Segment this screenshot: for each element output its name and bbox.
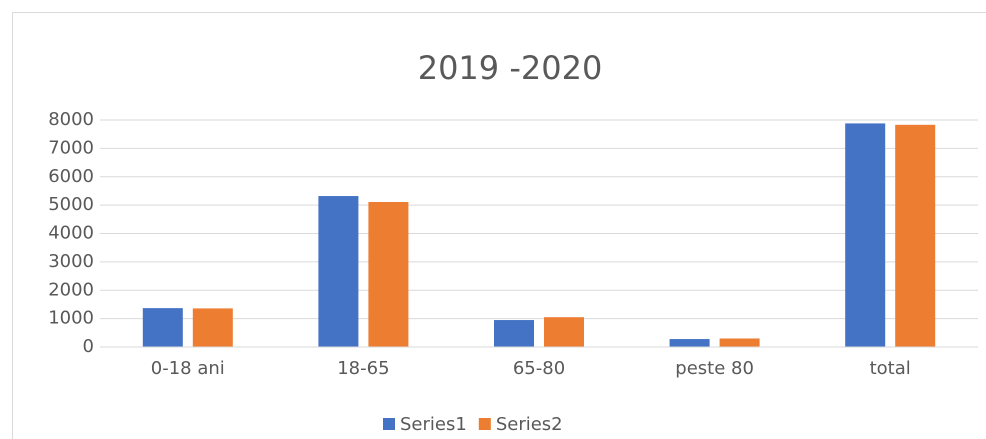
y-tick-label: 3000	[48, 251, 94, 272]
bar	[368, 202, 409, 347]
y-tick-label: 5000	[48, 194, 94, 215]
y-tick-label: 6000	[48, 166, 94, 187]
y-tick-label: 2000	[48, 279, 94, 300]
x-tick-label: total	[870, 358, 911, 379]
y-tick-label: 7000	[48, 137, 94, 158]
chart-frame	[12, 12, 986, 439]
bar	[895, 124, 936, 347]
bar	[192, 308, 233, 347]
bar	[142, 308, 183, 347]
chart-title: 2019 -2020	[418, 49, 603, 87]
x-tick-label: 18-65	[337, 358, 389, 379]
y-tick-label: 0	[83, 336, 94, 357]
y-tick-label: 8000	[48, 109, 94, 130]
legend-label: Series2	[496, 414, 563, 435]
legend-swatch	[383, 418, 395, 430]
bar	[318, 196, 359, 347]
bar	[719, 338, 760, 347]
bar	[669, 339, 710, 347]
legend-label: Series1	[400, 414, 467, 435]
bar	[544, 317, 584, 347]
y-tick-label: 4000	[48, 223, 94, 244]
x-tick-label: peste 80	[675, 358, 754, 379]
legend-swatch	[478, 418, 491, 430]
bar	[845, 123, 886, 347]
bar	[494, 320, 534, 347]
y-tick-label: 1000	[48, 308, 94, 329]
x-tick-label: 0-18 ani	[151, 358, 225, 379]
x-tick-label: 65-80	[513, 358, 565, 379]
